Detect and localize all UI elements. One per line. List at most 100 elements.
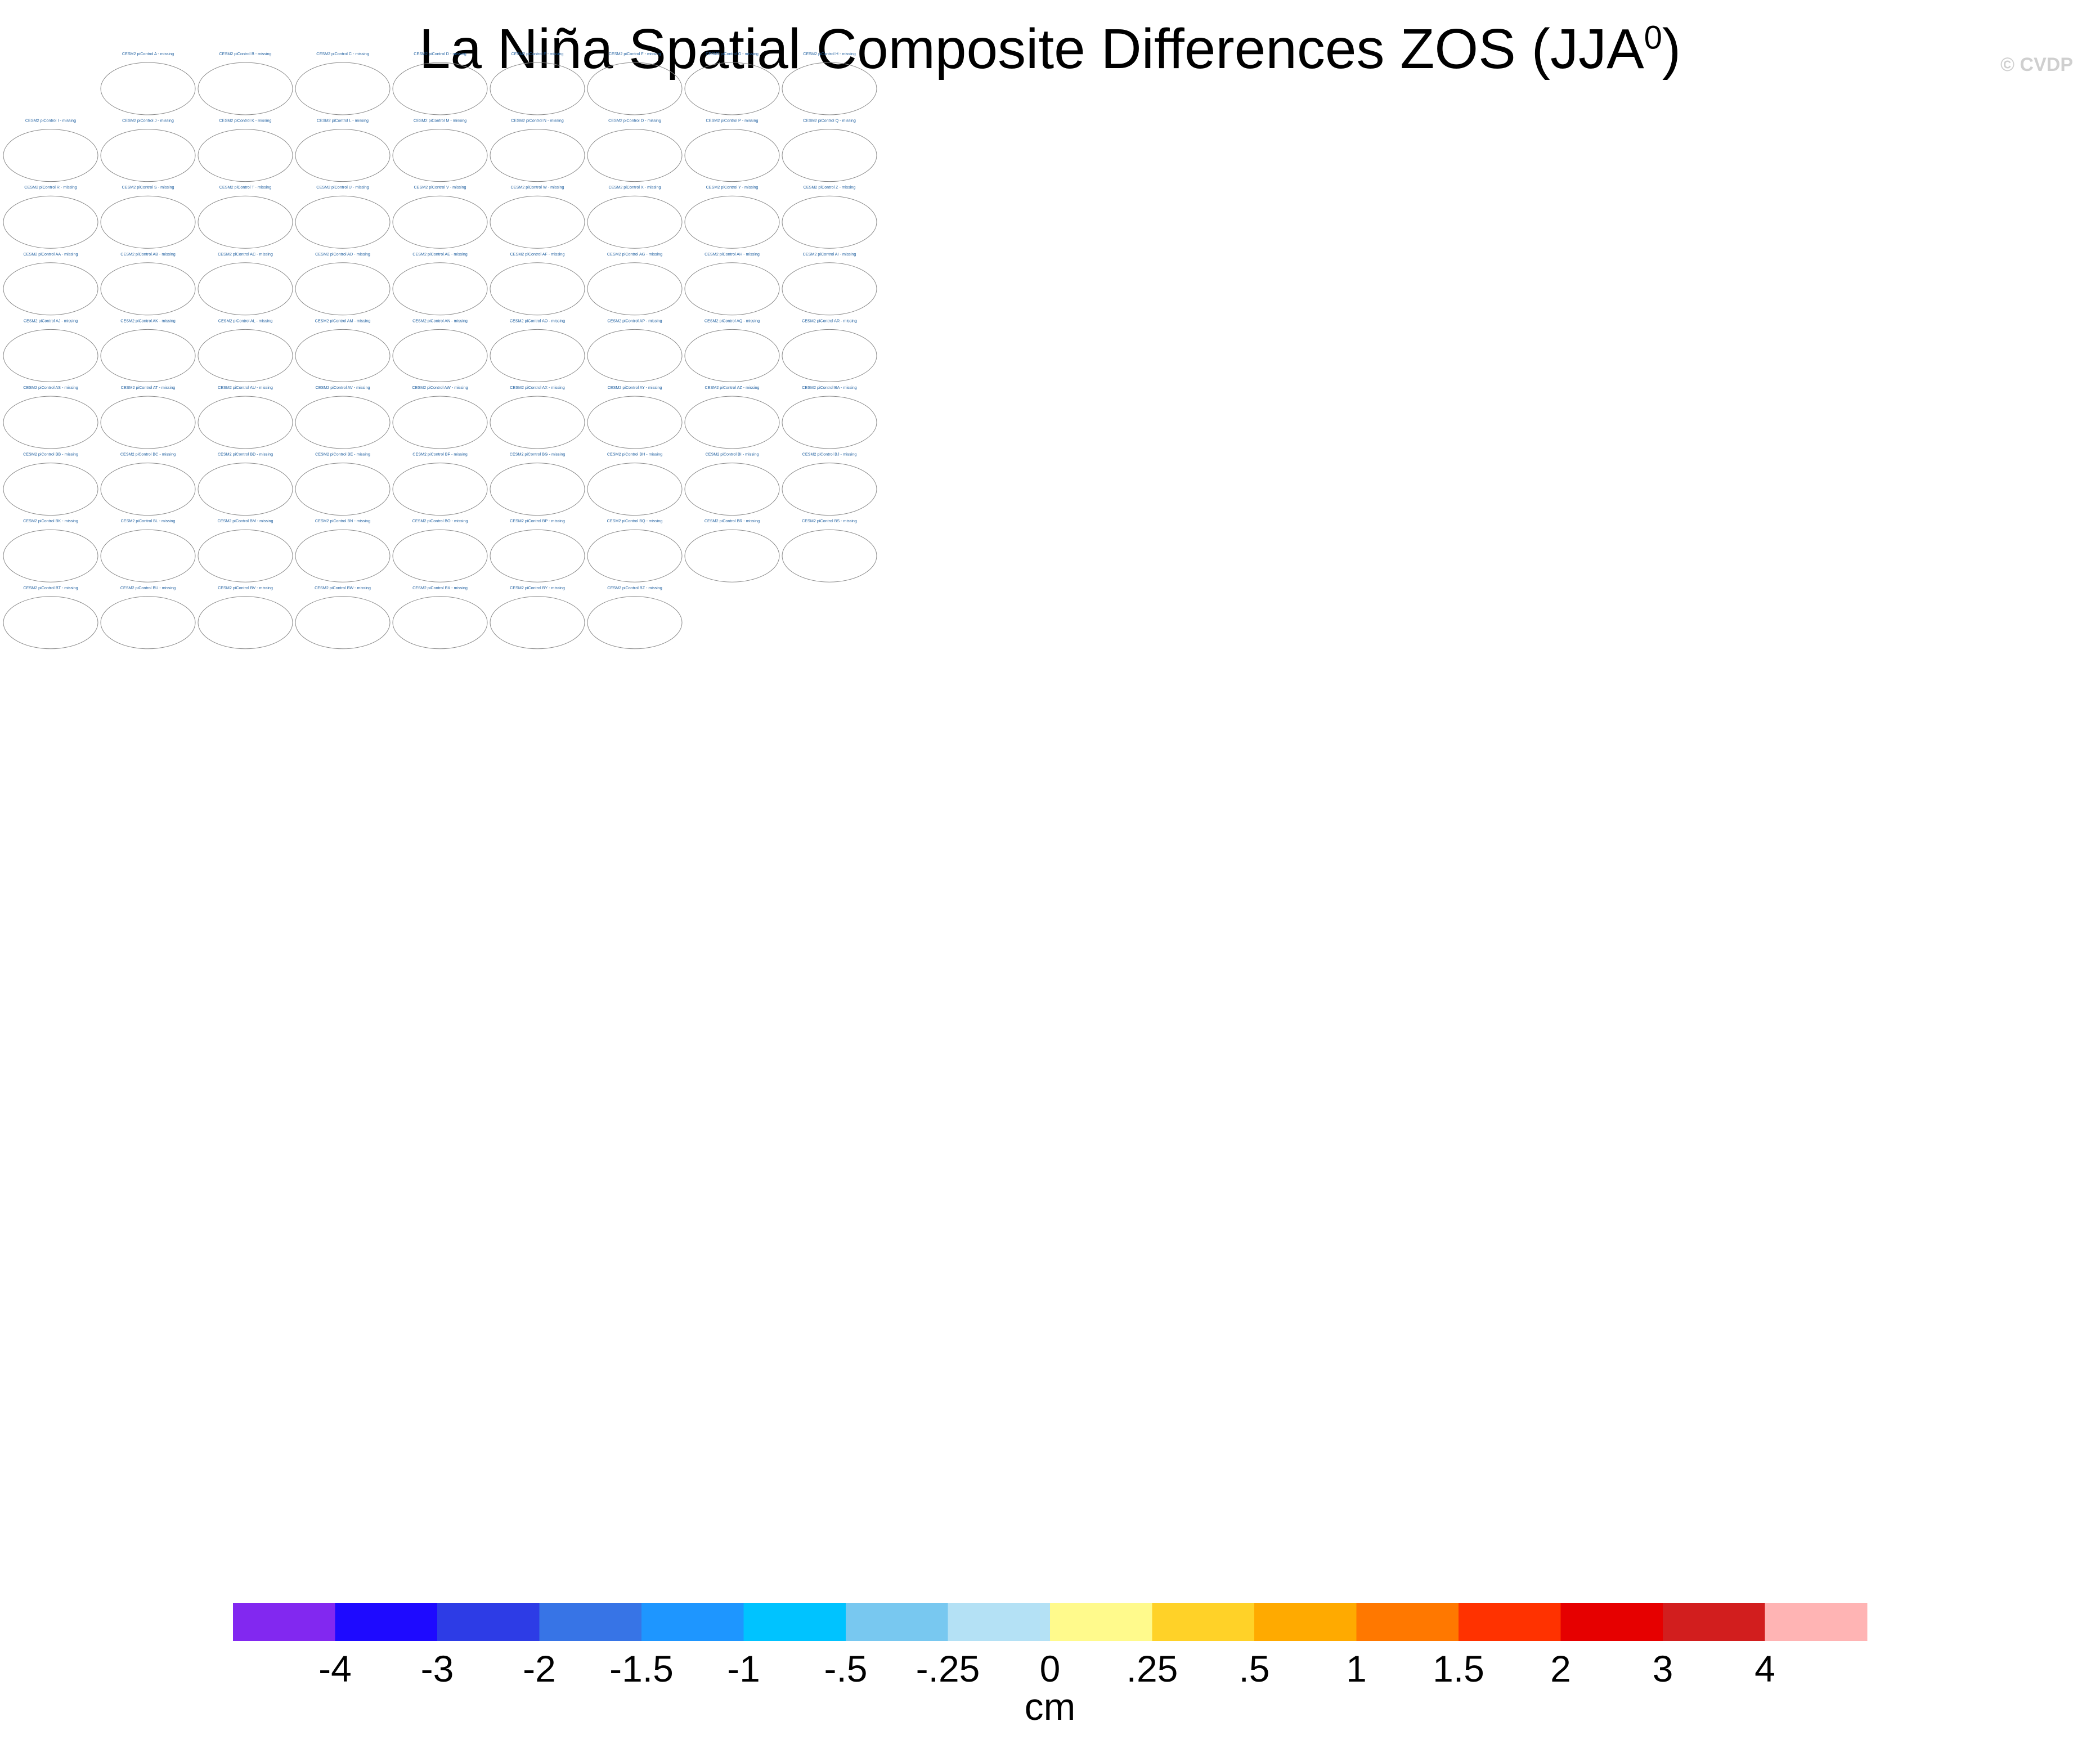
coastlines (493, 135, 580, 180)
map-panel-i: CESM2 piControl I - missing (3, 118, 98, 182)
map-panel-bv: CESM2 piControl BV - missing (198, 585, 293, 649)
panel-title: CESM2 piControl G - missing (706, 51, 759, 56)
coastlines (493, 468, 580, 514)
panel-title: CESM2 piControl B - missing (219, 51, 271, 56)
panel-title: CESM2 piControl V - missing (414, 185, 466, 190)
map-panel-by: CESM2 piControl BY - missing (490, 585, 585, 649)
map-outline (490, 596, 585, 649)
map-panel-bd: CESM2 piControl BD - missing (198, 452, 293, 516)
map-outline (782, 195, 877, 249)
coastlines (104, 401, 191, 447)
map-panel-j: CESM2 piControl J - missing (100, 118, 196, 182)
colorbar-units: cm (1025, 1686, 1076, 1728)
map-panel-z: CESM2 piControl Z - missing (782, 185, 877, 249)
map-panel-bk: CESM2 piControl BK - missing (3, 518, 98, 582)
panel-title: CESM2 piControl BX - missing (412, 585, 468, 590)
panel-title: CESM2 piControl N - missing (511, 118, 563, 123)
coastlines (201, 68, 288, 113)
map-outline (392, 262, 488, 316)
coastlines (396, 268, 483, 313)
coastlines (786, 135, 872, 180)
map-outline (3, 396, 98, 449)
map-outline (100, 529, 196, 582)
map-outline (684, 329, 780, 382)
map-panel-d: CESM2 piControl D - missing (392, 51, 488, 115)
panel-title: CESM2 piControl BQ - missing (607, 518, 663, 523)
coastlines (299, 68, 385, 113)
colorbar-tick-label: -.25 (916, 1648, 980, 1689)
colorbar-tick-label: 2 (1550, 1648, 1571, 1689)
panel-title: CESM2 piControl BO - missing (412, 518, 468, 523)
panel-title: CESM2 piControl AJ - missing (24, 318, 78, 323)
coastlines (201, 535, 288, 581)
coastlines (299, 602, 385, 647)
coastlines (688, 468, 775, 514)
map-outline (490, 62, 585, 115)
colorbar-tick-label: -4 (318, 1648, 352, 1689)
coastlines (299, 268, 385, 313)
panel-title: CESM2 piControl BE - missing (315, 452, 370, 457)
coastlines (7, 401, 93, 447)
colorbar-tick-label: -1.5 (609, 1648, 674, 1689)
coastlines (299, 535, 385, 581)
map-panel-w: CESM2 piControl W - missing (490, 185, 585, 249)
coastlines (201, 602, 288, 647)
coastlines (7, 602, 93, 647)
coastlines (688, 401, 775, 447)
map-outline (490, 529, 585, 582)
map-panel-s: CESM2 piControl S - missing (100, 185, 196, 249)
map-outline (782, 463, 877, 516)
panel-title: CESM2 piControl AK - missing (120, 318, 175, 323)
coastlines (396, 602, 483, 647)
map-panel-v: CESM2 piControl V - missing (392, 185, 488, 249)
coastlines (7, 335, 93, 380)
map-outline (198, 463, 293, 516)
panel-title: CESM2 piControl AA - missing (23, 252, 78, 257)
panel-title: CESM2 piControl AY - missing (608, 385, 662, 390)
coastlines (104, 535, 191, 581)
map-panel-g: CESM2 piControl G - missing (684, 51, 780, 115)
map-panel-bx: CESM2 piControl BX - missing (392, 585, 488, 649)
map-outline (198, 262, 293, 316)
map-outline (392, 596, 488, 649)
coastlines (493, 201, 580, 247)
map-panel-r: CESM2 piControl R - missing (3, 185, 98, 249)
map-panel-at: CESM2 piControl AT - missing (100, 385, 196, 449)
map-panel-ar: CESM2 piControl AR - missing (782, 318, 877, 382)
map-outline (3, 463, 98, 516)
panel-title: CESM2 piControl C - missing (316, 51, 369, 56)
panel-title: CESM2 piControl BM - missing (217, 518, 273, 523)
coastlines (299, 468, 385, 514)
chart-title: La Niña Spatial Composite Differences ZO… (0, 17, 2100, 82)
map-panel-af: CESM2 piControl AF - missing (490, 252, 585, 316)
copyright-label: © CVDP (2000, 54, 2073, 75)
panel-title: CESM2 piControl BD - missing (218, 452, 273, 457)
coastlines (201, 201, 288, 247)
panel-title: CESM2 piControl BN - missing (315, 518, 370, 523)
panel-title: CESM2 piControl AL - missing (218, 318, 272, 323)
panel-title: CESM2 piControl AP - missing (607, 318, 662, 323)
map-panel-bf: CESM2 piControl BF - missing (392, 452, 488, 516)
coastlines (396, 401, 483, 447)
title-superscript: 0 (1644, 19, 1662, 56)
map-outline (198, 529, 293, 582)
map-panel-be: CESM2 piControl BE - missing (295, 452, 391, 516)
map-panel-as: CESM2 piControl AS - missing (3, 385, 98, 449)
map-panel-q: CESM2 piControl Q - missing (782, 118, 877, 182)
map-panel-bt: CESM2 piControl BT - missing (3, 585, 98, 649)
coastlines (104, 68, 191, 113)
coastlines (493, 268, 580, 313)
colorbar-box (233, 1603, 335, 1641)
map-panel-bh: CESM2 piControl BH - missing (587, 452, 683, 516)
coastlines (688, 68, 775, 113)
coastlines (299, 335, 385, 380)
coastlines (299, 135, 385, 180)
panel-title: CESM2 piControl H - missing (803, 51, 855, 56)
map-panel-av: CESM2 piControl AV - missing (295, 385, 391, 449)
panel-title: CESM2 piControl AG - missing (607, 252, 662, 257)
map-panel-al: CESM2 piControl AL - missing (198, 318, 293, 382)
map-panel-bp: CESM2 piControl BP - missing (490, 518, 585, 582)
colorbar-tick-label: .25 (1127, 1648, 1178, 1689)
map-panel-ao: CESM2 piControl AO - missing (490, 318, 585, 382)
coastlines (591, 135, 677, 180)
